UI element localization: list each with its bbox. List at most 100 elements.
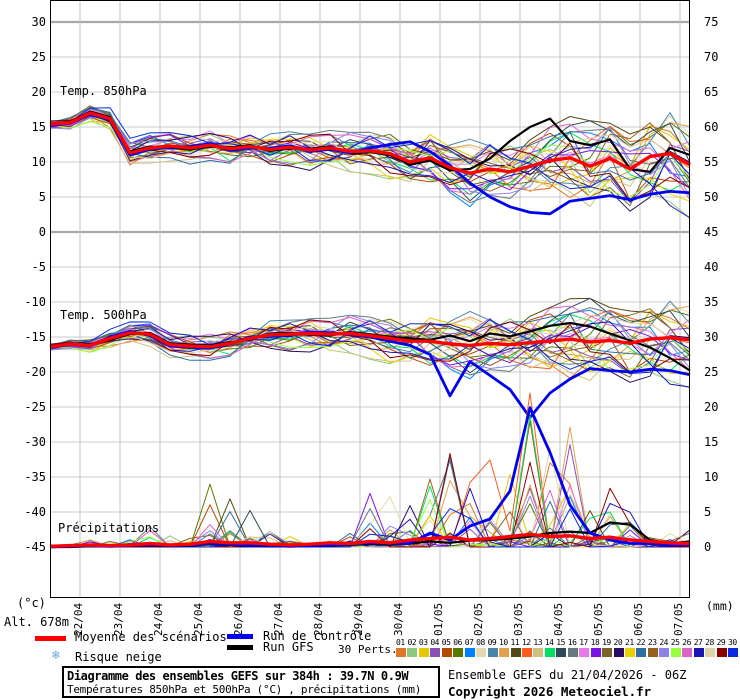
series-member-line (49, 328, 691, 378)
unit-left-label: (°c) (17, 596, 46, 610)
pert-color-swatch (613, 648, 624, 657)
y-axis-right-tick-label: 55 (704, 155, 719, 169)
pert-color-swatch (396, 648, 406, 657)
panel-label-precip: Précipitations (58, 521, 160, 535)
pert-number: 05 (441, 638, 451, 647)
series-member-line (49, 110, 691, 189)
legend-snow-label: Risque neige (75, 650, 162, 664)
pert-color-swatch (476, 648, 487, 657)
pert-color-swatch (682, 648, 693, 657)
y-axis-left-tick-label: 20 (31, 85, 46, 99)
y-axis-left-tick-label: -25 (24, 400, 46, 414)
pert-number: 30 (728, 638, 737, 647)
pert-number: 20 (613, 638, 623, 647)
series-member-line (49, 111, 691, 202)
footer-title-box: Diagramme des ensembles GEFS sur 384h : … (62, 666, 440, 698)
pert-color-swatch (544, 648, 555, 657)
y-axis-right-tick-label: 30 (704, 330, 719, 344)
series-member-line (49, 114, 691, 184)
pert-color-swatch (430, 648, 441, 657)
pert-color-swatch (441, 648, 452, 657)
series-member-line (49, 307, 691, 376)
pert-color-swatch (590, 648, 601, 657)
pert-color-swatch (716, 648, 727, 657)
y-axis-left-tick-label: 25 (31, 50, 46, 64)
date-label: 30/04 (392, 602, 405, 636)
legend-perts-label: 30 Perts. (338, 643, 398, 656)
pert-number: 15 (556, 638, 565, 647)
pert-number: 16 (567, 638, 577, 647)
pert-number: 18 (590, 638, 600, 647)
pert-number: 27 (693, 638, 703, 647)
pert-number: 22 (636, 638, 646, 647)
series-member-line (49, 109, 691, 208)
y-axis-right-tick-label: 50 (704, 190, 719, 204)
y-axis-right-tick-label: 75 (704, 15, 719, 29)
y-axis-left-tick-label: -20 (24, 365, 46, 379)
date-label: 07/05 (672, 602, 685, 636)
series-member-line (49, 107, 691, 203)
pert-number: 12 (521, 638, 531, 647)
y-axis-left-tick-label: -5 (31, 260, 46, 274)
diagram-title: Diagramme des ensembles GEFS sur 384h : … (67, 669, 409, 683)
y-axis-left-tick-label: -30 (24, 435, 46, 449)
copyright-label: Copyright 2026 Meteociel.fr (448, 684, 652, 699)
date-label: 05/05 (592, 602, 605, 636)
series-member-line (49, 314, 691, 357)
pert-number: 11 (510, 638, 520, 647)
pert-color-swatch (510, 648, 521, 657)
pert-color-swatch (670, 648, 681, 657)
pert-color-swatch (533, 648, 544, 657)
y-axis-right-tick-label: 5 (704, 505, 712, 519)
pert-number: 07 (464, 638, 474, 647)
series-member-precip-line (50, 453, 690, 548)
series-member-line (49, 111, 691, 182)
series-member-line (49, 111, 691, 201)
pert-number: 24 (659, 638, 668, 647)
date-label: 26/04 (232, 602, 245, 636)
series-member-line (49, 118, 691, 207)
pert-color-swatch (579, 648, 590, 657)
series-member-line (49, 319, 691, 374)
date-label: 02/05 (472, 602, 485, 636)
pert-color-swatch (625, 648, 635, 657)
pert-color-swatch (487, 648, 498, 657)
y-axis-left-tick-label: 30 (31, 15, 46, 29)
y-axis-right-tick-label: 60 (704, 120, 719, 134)
pert-number: 21 (625, 638, 634, 647)
y-axis-right-tick-label: 20 (704, 400, 719, 414)
y-axis-left-tick-label: -35 (24, 470, 46, 484)
unit-right-label: (mm) (706, 599, 734, 613)
pert-color-swatch (418, 648, 429, 657)
pert-color-swatch (602, 648, 613, 657)
pert-number: 17 (579, 638, 588, 647)
pert-number: 14 (544, 638, 554, 647)
pert-color-swatch (693, 648, 704, 657)
pert-number: 29 (716, 638, 726, 647)
pert-number: 23 (647, 638, 657, 647)
date-label: 06/05 (632, 602, 645, 636)
pert-color-swatch (556, 648, 567, 657)
series-member-line (49, 297, 691, 374)
series-member-line (49, 319, 691, 373)
y-axis-right-tick-label: 65 (704, 85, 719, 99)
pert-color-swatch (407, 648, 418, 657)
series-member-line (49, 113, 691, 219)
control-line-swatch (227, 634, 253, 639)
diagram-subtitle: Températures 850hPa et 500hPa (°C) , pré… (67, 683, 422, 696)
pert-color-swatch (567, 648, 578, 657)
series-member-line (49, 108, 691, 204)
pert-color-swatch (464, 648, 475, 657)
series-mean-precip-line (49, 532, 691, 548)
pert-color-swatch (453, 648, 464, 657)
series-member-line (49, 303, 691, 363)
y-axis-left-tick-label: -10 (24, 295, 46, 309)
y-axis-left-tick-label: -40 (24, 505, 46, 519)
pert-number: 09 (487, 638, 497, 647)
series-mean-line (49, 331, 691, 349)
y-axis-right-tick-label: 15 (704, 435, 719, 449)
series-member-line (49, 112, 691, 178)
panel-label-t500: Temp. 500hPa (60, 308, 147, 322)
pert-color-swatch (521, 648, 532, 657)
mean-line-swatch (35, 636, 66, 641)
